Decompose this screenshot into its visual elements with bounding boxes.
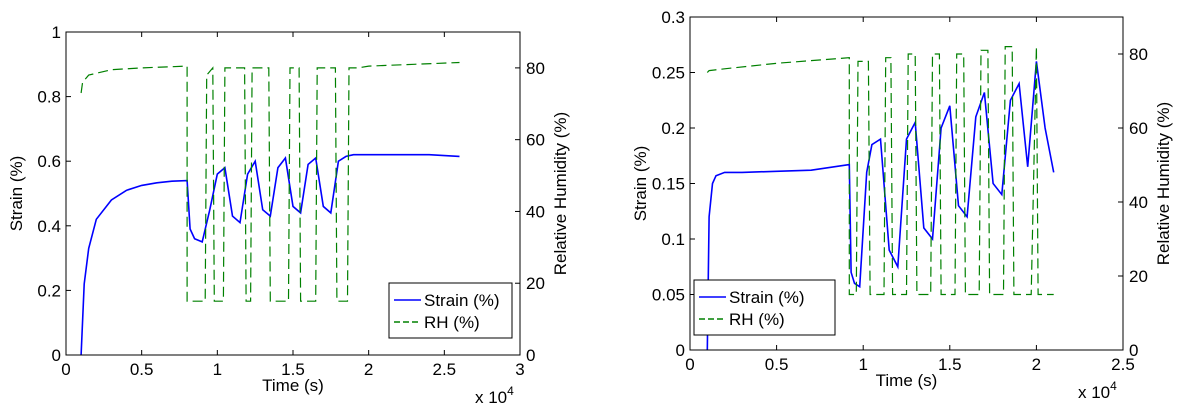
series-rh-line xyxy=(80,61,460,302)
legend-label-rh: RH (%) xyxy=(424,313,480,332)
y2-tick-label: 60 xyxy=(1129,119,1148,138)
x-tick-label: 0 xyxy=(685,355,694,374)
legend-box xyxy=(693,279,836,336)
y-tick-label: 1 xyxy=(52,23,61,42)
y2-tick-label: 20 xyxy=(526,274,545,293)
x-multiplier-base: x 10 xyxy=(1078,383,1110,402)
x-tick-label: 1 xyxy=(213,360,222,379)
y2-tick-label: 0 xyxy=(1129,341,1138,360)
y-tick-label: 0.2 xyxy=(37,281,61,300)
y2-tick-label: 40 xyxy=(1129,193,1148,212)
y-tick-label: 0.8 xyxy=(37,88,61,107)
x-tick-label: 1.5 xyxy=(938,355,962,374)
legend-label-rh: RH (%) xyxy=(729,310,785,329)
x-tick-label: 2.5 xyxy=(433,360,457,379)
y-tick-label: 0.05 xyxy=(652,286,685,305)
legend-box xyxy=(388,282,513,339)
x-tick-label: 0.5 xyxy=(765,355,789,374)
y-tick-label: 0.15 xyxy=(652,175,685,194)
chart-2: 0 0.5 1 1.5 2 2.500.050.10.150.20.250.3020406… xyxy=(631,8,1173,402)
legend-label-strain: Strain (%) xyxy=(729,288,805,307)
y-tick-label: 0 xyxy=(676,341,685,360)
y2-axis-label: Relative Humidity (%) xyxy=(551,112,570,275)
x-tick-label: 1 xyxy=(858,355,867,374)
x-axis-label: Time (s) xyxy=(876,371,938,390)
x-tick-label: 2 xyxy=(364,360,373,379)
y2-tick-label: 80 xyxy=(1129,45,1148,64)
x-tick-label: 2 xyxy=(1032,355,1041,374)
x-multiplier-label: x 104 xyxy=(475,384,514,407)
y-tick-label: 0.2 xyxy=(661,119,685,138)
y-tick-label: 0.6 xyxy=(37,152,61,171)
legend: Strain (%) RH (%) xyxy=(693,279,836,336)
x-multiplier-exponent: 4 xyxy=(1110,379,1117,393)
x-tick-label: 3 xyxy=(515,360,524,379)
legend-label-strain: Strain (%) xyxy=(424,291,500,310)
y2-axis-label: Relative Humidity (%) xyxy=(1154,102,1173,265)
x-multiplier-label: x 104 xyxy=(1078,379,1117,402)
x-multiplier-base: x 10 xyxy=(475,388,507,407)
x-tick-label: 1.5 xyxy=(281,360,305,379)
y-axis-label: Strain (%) xyxy=(7,156,26,232)
x-axis-label: Time (s) xyxy=(262,376,324,395)
y2-tick-label: 40 xyxy=(526,202,545,221)
y-tick-label: 0 xyxy=(52,346,61,365)
y2-tick-label: 20 xyxy=(1129,267,1148,286)
y-tick-label: 0.4 xyxy=(37,217,61,236)
y-tick-label: 0.1 xyxy=(661,230,685,249)
y-axis-label: Strain (%) xyxy=(631,146,650,222)
chart-1: 0 0.5 1 1.5 2 2.5 300.20.40.60.81020406080Time… xyxy=(7,23,570,407)
x-tick-label: 0 xyxy=(61,360,70,379)
x-tick-label: 2.5 xyxy=(1111,355,1135,374)
y2-tick-label: 0 xyxy=(526,346,535,365)
series-rh-line xyxy=(706,45,1054,296)
x-multiplier-exponent: 4 xyxy=(507,384,514,398)
y2-tick-label: 60 xyxy=(526,131,545,150)
x-tick-label: 0.5 xyxy=(130,360,154,379)
y-tick-label: 0.25 xyxy=(652,64,685,83)
y2-tick-label: 80 xyxy=(526,59,545,78)
y-tick-label: 0.3 xyxy=(661,8,685,27)
legend: Strain (%) RH (%) xyxy=(388,282,513,339)
